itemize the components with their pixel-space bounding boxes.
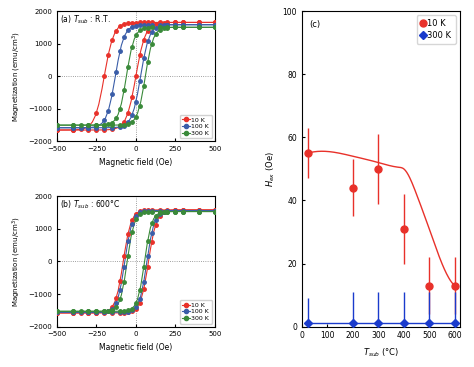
X-axis label: $T_{sub}$ (°C): $T_{sub}$ (°C) bbox=[363, 346, 399, 359]
Text: (a) $T_{sub}$ : R.T.: (a) $T_{sub}$ : R.T. bbox=[60, 14, 111, 26]
X-axis label: Magnetic field (Oe): Magnetic field (Oe) bbox=[99, 343, 173, 352]
Y-axis label: $H_{ex}$ (Oe): $H_{ex}$ (Oe) bbox=[264, 151, 277, 187]
Legend: 10 K, 100 K, 300 K: 10 K, 100 K, 300 K bbox=[180, 115, 212, 138]
Legend: 10 K, 300 K: 10 K, 300 K bbox=[417, 15, 456, 44]
Y-axis label: Magnetization (emu/cm$^3$): Magnetization (emu/cm$^3$) bbox=[10, 216, 23, 307]
X-axis label: Magnetic field (Oe): Magnetic field (Oe) bbox=[99, 158, 173, 167]
Text: (c): (c) bbox=[310, 21, 321, 29]
Y-axis label: Magnetization (emu/cm$^3$): Magnetization (emu/cm$^3$) bbox=[10, 31, 23, 121]
Legend: 10 K, 100 K, 300 K: 10 K, 100 K, 300 K bbox=[180, 300, 212, 323]
Text: (b) $T_{sub}$ : 600°C: (b) $T_{sub}$ : 600°C bbox=[60, 199, 120, 211]
